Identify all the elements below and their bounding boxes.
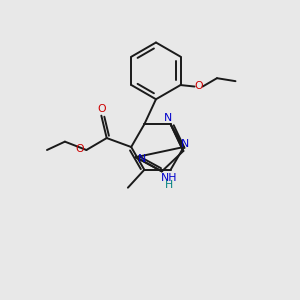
Text: N: N [181,140,189,149]
Text: O: O [76,144,84,154]
Text: O: O [195,81,203,91]
Text: N: N [138,154,146,164]
Text: H: H [165,180,173,190]
Text: N: N [164,113,172,123]
Text: O: O [97,104,106,114]
Text: NH: NH [161,173,177,183]
